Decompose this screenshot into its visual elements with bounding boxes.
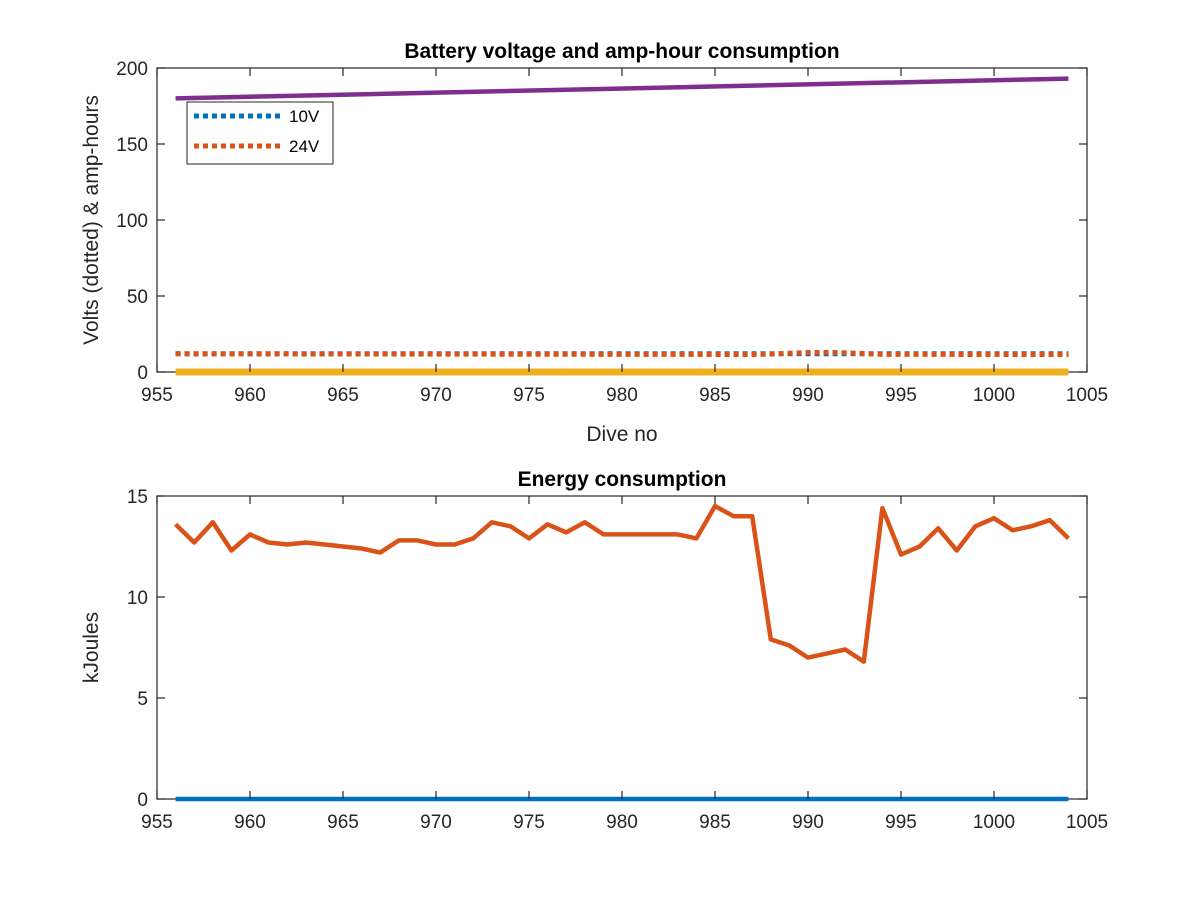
voltage-axes-ticks: 955 960 965 970 975 980 985 990 995 1000 1005 0 50 10…	[116, 59, 1108, 406]
x-tick-label: 1005	[1066, 385, 1108, 406]
x-tick-label: 965	[327, 385, 359, 406]
y-tick-label: 200	[116, 59, 148, 80]
series-24v-line	[175, 349, 1069, 357]
x-tick-label: 955	[141, 385, 173, 406]
x-tick-label: 985	[699, 385, 731, 406]
legend-entry-24v: 24V	[289, 137, 320, 156]
energy-axes: 955 960 965 970 975 980 985 990 995 1000 1005 0 5 10 1…	[80, 468, 1108, 833]
x-tick-label: 980	[606, 812, 638, 833]
energy-axes-ticks: 955 960 965 970 975 980 985 990 995 1000 1005 0 5 10 1…	[127, 487, 1108, 833]
x-tick-label: 985	[699, 812, 731, 833]
x-tick-label: 960	[234, 385, 266, 406]
x-tick-label: 970	[420, 385, 452, 406]
x-tick-label: 1005	[1066, 812, 1108, 833]
voltage-x-axis-label: Dive no	[586, 423, 657, 446]
x-tick-label: 1000	[973, 812, 1015, 833]
x-tick-label: 960	[234, 812, 266, 833]
x-tick-label: 975	[513, 385, 545, 406]
x-tick-label: 995	[885, 812, 917, 833]
y-tick-label: 5	[137, 689, 148, 710]
voltage-legend: 10V 24V	[186, 101, 334, 165]
x-tick-label: 990	[792, 812, 824, 833]
x-tick-label: 975	[513, 812, 545, 833]
voltage-amphour-axes: 955 960 965 970 975 980 985 990 995 1000 1005 0 50 10…	[80, 40, 1108, 446]
x-tick-label: 955	[141, 812, 173, 833]
y-tick-label: 50	[127, 287, 148, 308]
series-energy-line	[174, 503, 1070, 664]
y-tick-label: 0	[137, 363, 148, 384]
y-tick-label: 10	[127, 588, 148, 609]
energy-chart-title: Energy consumption	[518, 468, 727, 491]
voltage-chart-title: Battery voltage and amp-hour consumption	[404, 40, 839, 63]
y-tick-label: 15	[127, 487, 148, 508]
series-purple-line	[175, 76, 1069, 101]
x-tick-label: 965	[327, 812, 359, 833]
y-tick-label: 100	[116, 211, 148, 232]
x-tick-label: 1000	[973, 385, 1015, 406]
energy-plot-area	[156, 495, 1088, 800]
y-tick-label: 150	[116, 135, 148, 156]
energy-y-axis-label: kJoules	[80, 612, 103, 683]
x-tick-label: 990	[792, 385, 824, 406]
legend-entry-10v: 10V	[289, 107, 320, 126]
y-tick-label: 0	[137, 790, 148, 811]
x-tick-label: 970	[420, 812, 452, 833]
x-tick-label: 995	[885, 385, 917, 406]
legend-box	[186, 101, 334, 165]
voltage-y-axis-label: Volts (dotted) & amp-hours	[80, 95, 103, 345]
x-tick-label: 980	[606, 385, 638, 406]
